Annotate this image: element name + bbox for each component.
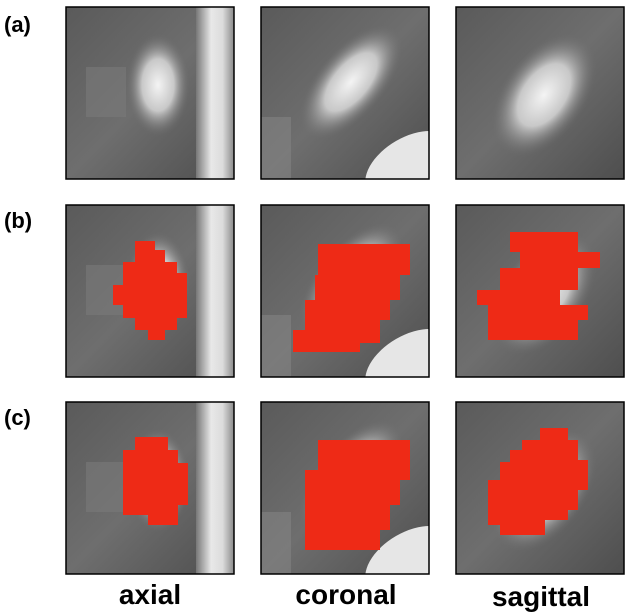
column-label: sagittal — [492, 581, 590, 612]
row-label: (a) — [4, 12, 31, 37]
row-label: (c) — [4, 405, 31, 430]
image-panel — [261, 7, 469, 218]
column-label: axial — [119, 579, 181, 610]
row-label: (b) — [4, 208, 32, 233]
figure: (a) (b) (c) axial coronal sagittal — [0, 0, 625, 614]
image-panel — [66, 7, 234, 179]
segmentation-masks — [113, 232, 600, 550]
column-label: coronal — [295, 579, 396, 610]
image-panel — [456, 7, 624, 179]
